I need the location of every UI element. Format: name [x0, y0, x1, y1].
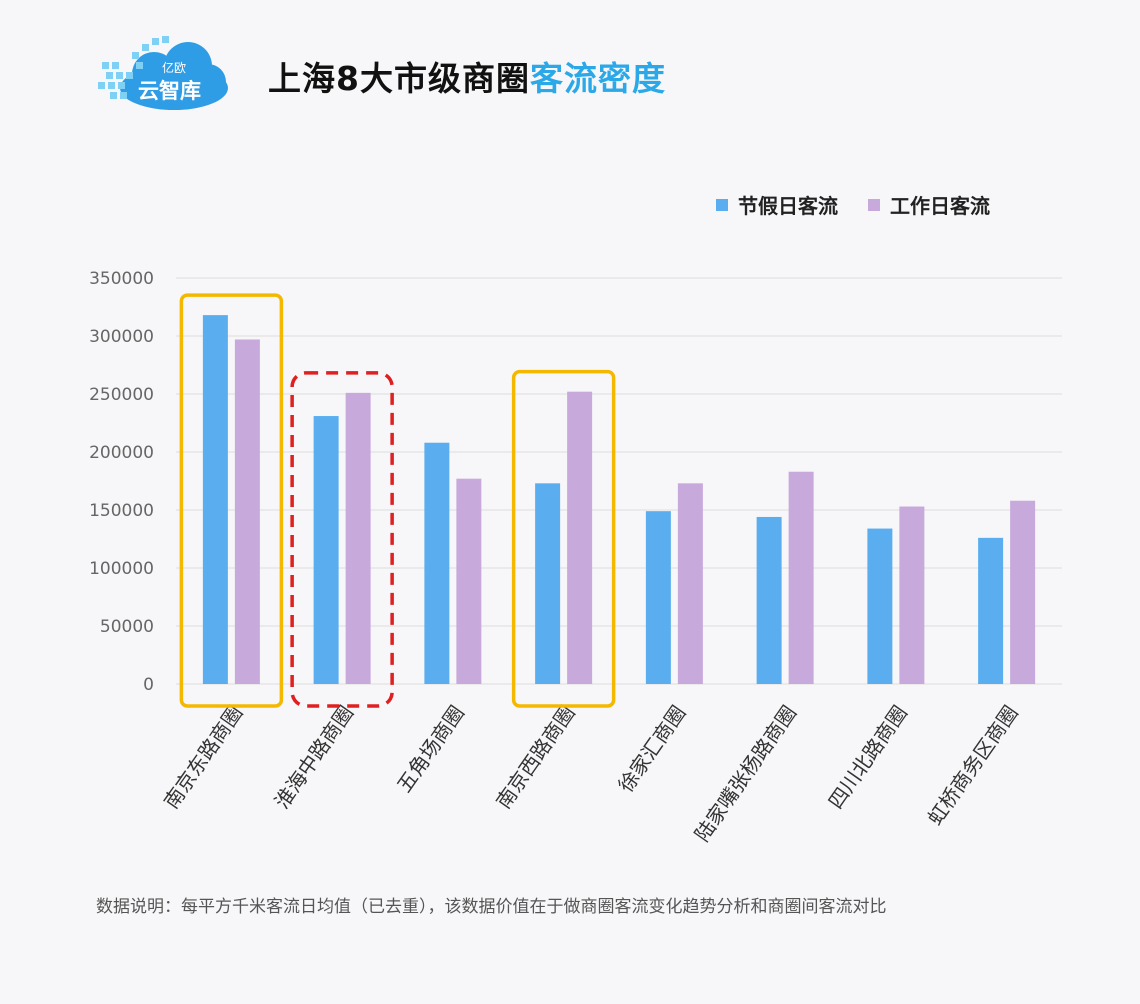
x-tick-label: 四川北路商圈: [823, 701, 911, 813]
bar-workday: [788, 471, 814, 684]
bar-workday: [234, 339, 260, 684]
x-tick-label: 南京西路商圈: [491, 701, 579, 813]
page-title: 上海8大市级商圈客流密度: [268, 52, 666, 100]
legend-label-holiday: 节假日客流: [738, 194, 838, 218]
y-tick-label: 100000: [89, 559, 154, 579]
bar-holiday: [867, 528, 893, 684]
highlight-box: [290, 371, 394, 708]
legend-item-workday: 工作日客流: [868, 190, 990, 219]
bar-holiday: [978, 537, 1004, 684]
logo-small-text: 亿欧: [162, 60, 186, 75]
chart-legend: 节假日客流 工作日客流: [716, 190, 1020, 219]
legend-swatch-holiday: [716, 198, 728, 211]
legend-swatch-workday: [868, 198, 880, 211]
bar-workday: [677, 483, 703, 684]
brand-logo: 亿欧 云智库: [98, 36, 228, 110]
y-tick-label: 350000: [89, 269, 154, 289]
x-tick-label: 虹桥商务区商圈: [923, 701, 1023, 829]
legend-item-holiday: 节假日客流: [716, 190, 838, 219]
bar-holiday: [313, 416, 339, 684]
x-tick-label: 淮海中路商圈: [270, 701, 358, 813]
x-tick-label: 南京东路商圈: [159, 701, 247, 813]
bar-workday: [456, 478, 482, 684]
bar-chart: 0 50000 100000 150000 200000 250000 300000 3500…: [89, 269, 1062, 846]
title-main: 上海8大市级商圈: [268, 59, 530, 98]
bar-holiday: [756, 516, 782, 684]
y-tick-label: 300000: [89, 327, 154, 347]
highlight-box: [179, 293, 284, 708]
y-tick-label: 250000: [89, 385, 154, 405]
x-tick-label: 五角场商圈: [392, 701, 469, 797]
y-tick-label: 0: [143, 675, 154, 695]
title-highlight: 客流密度: [529, 59, 666, 98]
bar-holiday: [424, 442, 450, 684]
bar-workday: [345, 392, 371, 684]
x-tick-label: 陆家嘴张杨路商圈: [690, 701, 801, 846]
bar-workday: [899, 506, 925, 684]
bar-workday: [1010, 500, 1036, 684]
footnote: 数据说明：每平方千米客流日均值（已去重），该数据价值在于做商圈客流变化趋势分析和…: [96, 897, 887, 917]
legend-label-workday: 工作日客流: [890, 194, 990, 218]
bar-holiday: [535, 483, 561, 684]
y-tick-label: 150000: [89, 501, 154, 521]
logo-brand-text: 云智库: [138, 79, 201, 103]
x-tick-label: 徐家汇商圈: [613, 701, 690, 797]
bar-holiday: [645, 511, 671, 684]
pixel-pattern-icon: [98, 36, 169, 99]
bar-workday: [567, 391, 593, 684]
y-tick-label: 200000: [89, 443, 154, 463]
bar-holiday: [202, 315, 228, 684]
y-tick-label: 50000: [100, 617, 154, 637]
highlight-box: [511, 369, 616, 708]
